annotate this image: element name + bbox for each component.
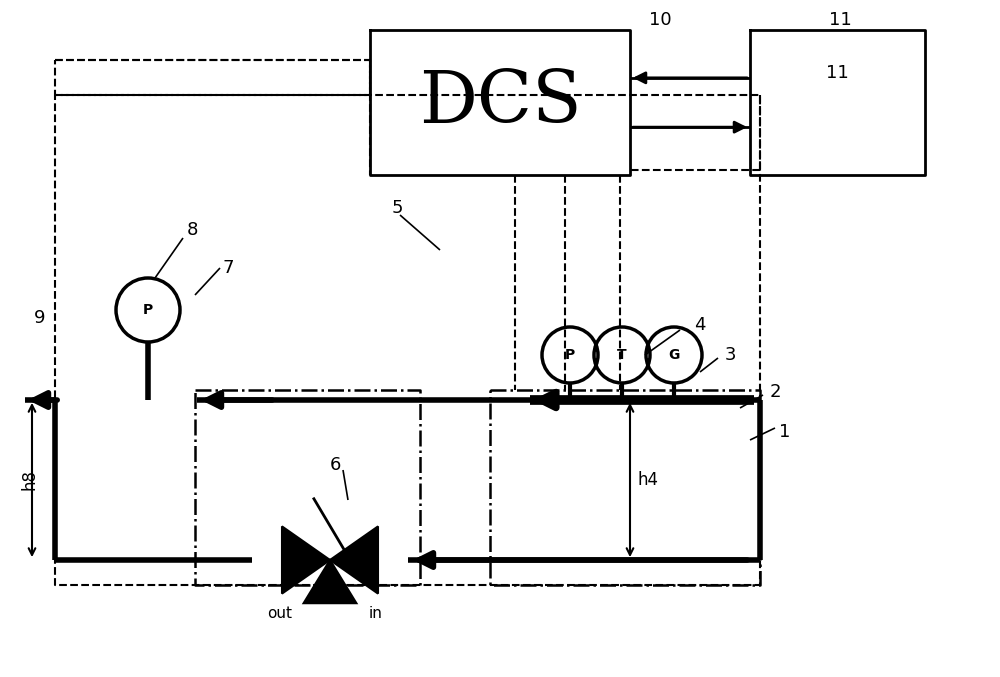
Text: P: P bbox=[143, 303, 153, 317]
Text: h4: h4 bbox=[638, 471, 658, 489]
Text: 2: 2 bbox=[769, 383, 781, 401]
Polygon shape bbox=[330, 527, 378, 594]
Text: 10: 10 bbox=[649, 11, 671, 29]
Text: 9: 9 bbox=[34, 309, 46, 327]
Text: 7: 7 bbox=[222, 259, 234, 277]
Text: 5: 5 bbox=[391, 199, 403, 217]
Text: P: P bbox=[565, 348, 575, 362]
Polygon shape bbox=[304, 560, 356, 603]
Text: 3: 3 bbox=[724, 346, 736, 364]
Text: h8: h8 bbox=[20, 470, 38, 491]
Text: G: G bbox=[668, 348, 680, 362]
Text: 8: 8 bbox=[186, 221, 198, 239]
Text: 4: 4 bbox=[694, 316, 706, 334]
Text: T: T bbox=[617, 348, 627, 362]
Text: DCS: DCS bbox=[419, 67, 581, 137]
Text: 1: 1 bbox=[779, 423, 791, 441]
Text: 11: 11 bbox=[826, 64, 849, 83]
Polygon shape bbox=[282, 527, 330, 594]
Text: out: out bbox=[267, 606, 292, 621]
Text: 6: 6 bbox=[329, 456, 341, 474]
Text: in: in bbox=[369, 606, 383, 621]
Text: 11: 11 bbox=[829, 11, 851, 29]
